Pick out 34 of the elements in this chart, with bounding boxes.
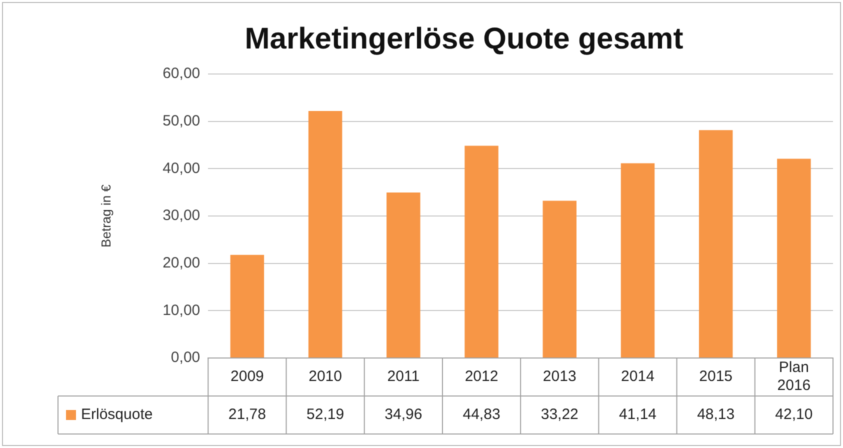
y-tick-label: 30,00 (162, 207, 200, 224)
x-tick-label: 2011 (387, 368, 420, 386)
bar (308, 110, 342, 358)
bar (620, 163, 655, 358)
y-tick-label: 60,00 (162, 65, 200, 82)
bar (698, 130, 733, 358)
bar (542, 200, 576, 358)
y-tick-label: 10,00 (162, 302, 200, 319)
data-label: 42,10 (775, 406, 813, 424)
bar (230, 254, 264, 358)
x-tick-label: 2014 (621, 368, 654, 386)
chart-title: Marketingerlöse Quote gesamt (244, 22, 684, 56)
y-tick-label: 50,00 (162, 112, 200, 130)
data-label: 33,22 (540, 406, 578, 424)
data-label: 41,14 (618, 406, 657, 424)
y-tick-label: 20,00 (162, 254, 200, 272)
bar (777, 158, 811, 358)
bar (464, 146, 498, 358)
x-tick-label: 2009 (230, 368, 264, 386)
x-tick-label: 2010 (308, 368, 342, 386)
y-axis-title: Betrag in € (98, 184, 114, 248)
x-tick-label: 2012 (464, 368, 498, 386)
data-label: 48,13 (697, 406, 735, 424)
data-label: 52,19 (306, 406, 344, 424)
x-tick-label: Plan 2016 (777, 359, 811, 394)
data-label: 21,78 (228, 406, 266, 424)
y-tick-label: 40,00 (162, 160, 200, 177)
y-tick-label: 0,00 (170, 349, 200, 366)
legend-label: Erlösquote (81, 406, 153, 424)
bar (386, 192, 420, 358)
x-tick-label: 2015 (699, 368, 733, 386)
x-tick-label: 2013 (542, 368, 576, 386)
data-label: 44,83 (462, 406, 500, 424)
data-label: 34,96 (384, 406, 422, 424)
